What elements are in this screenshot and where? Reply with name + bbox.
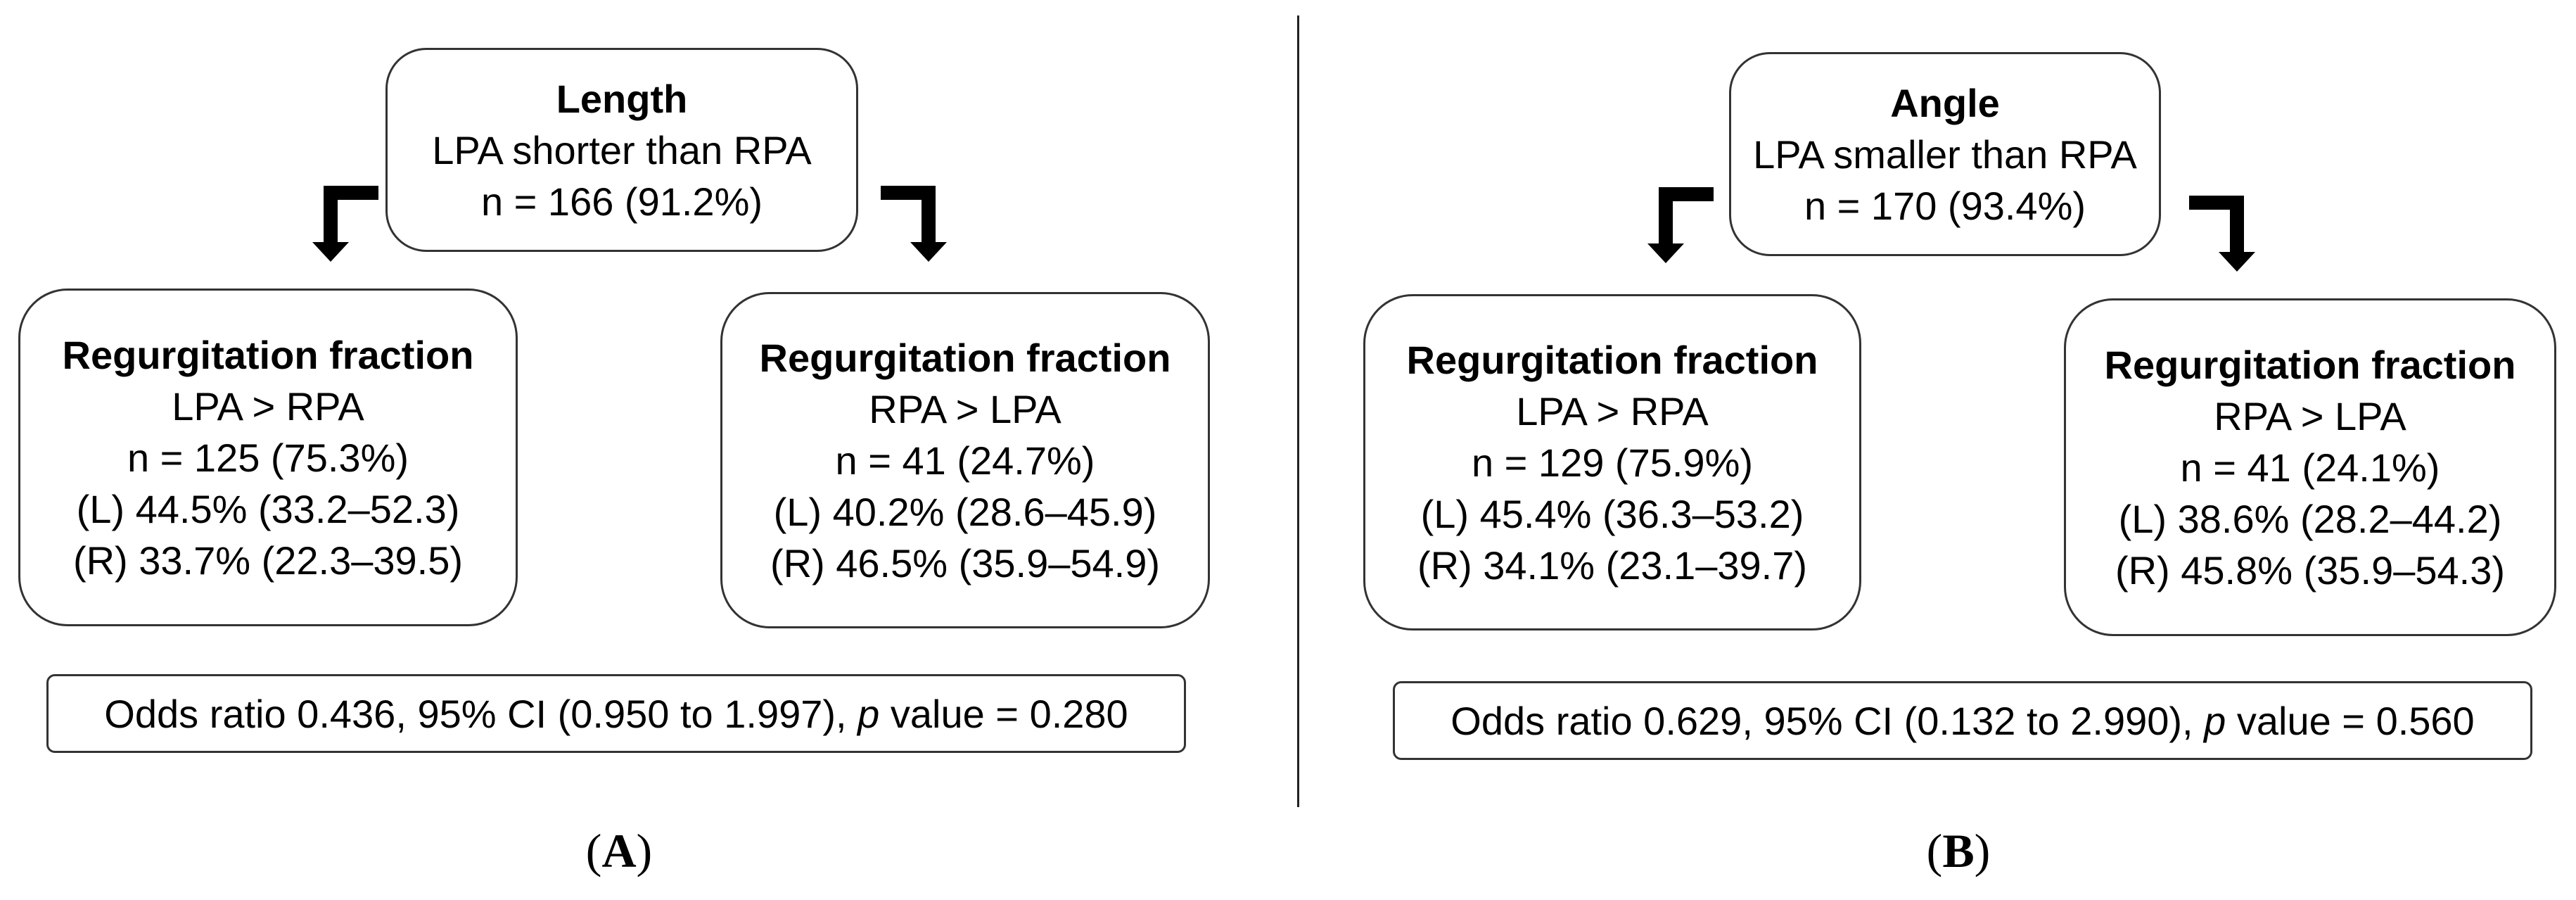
rpa-greater-rf-right-value: (R) 45.8% (35.9–54.3) [2115,547,2506,592]
panel-letter-a: A [601,824,637,877]
p-label: p [857,691,880,736]
lpa-greater-rf-condition: LPA > RPA [1516,388,1709,433]
rpa-greater-rf-left-value: (L) 38.6% (28.2–44.2) [2118,496,2502,541]
rpa-greater-rf-left-value: (L) 40.2% (28.6–45.9) [773,489,1157,534]
rpa-greater-rf-condition: RPA > LPA [2214,393,2406,438]
lpa-greater-rf-count: n = 129 (75.9%) [1471,440,1754,485]
odds-ratio-prefix: Odds ratio 0.629, 95% CI (0.132 to 2.990… [1450,698,2205,743]
lpa-greater-rf-condition: LPA > RPA [172,384,364,429]
rpa-greater-rf-heading: Regurgitation fraction [759,335,1171,380]
p-label: p [2204,698,2226,743]
panel-label-a: (A) [585,824,653,877]
lpa-greater-rf-right-value: (R) 34.1% (23.1–39.7) [1417,543,1808,588]
length-description: LPA shorter than RPA [432,127,812,172]
rpa-greater-rf-box: Regurgitation fraction RPA > LPA n = 41 … [720,292,1210,628]
left-branch-arrow-icon [1647,187,1714,263]
rpa-greater-rf-count: n = 41 (24.1%) [2180,445,2440,490]
angle-criterion-box: Angle LPA smaller than RPA n = 170 (93.4… [1729,52,2161,256]
lpa-greater-rf-box: Regurgitation fraction LPA > RPA n = 125… [18,289,518,626]
length-count: n = 166 (91.2%) [480,179,763,224]
odds-ratio-prefix: Odds ratio 0.436, 95% CI (0.950 to 1.997… [104,691,858,736]
panel-letter-b: B [1942,824,1975,877]
lpa-greater-rf-heading: Regurgitation fraction [1406,337,1818,382]
rpa-greater-rf-condition: RPA > LPA [869,386,1061,431]
length-criterion-box: Length LPA shorter than RPA n = 166 (91.… [385,48,858,252]
lpa-greater-rf-box: Regurgitation fraction LPA > RPA n = 129… [1363,294,1861,630]
odds-ratio-box: Odds ratio 0.436, 95% CI (0.950 to 1.997… [46,674,1186,753]
rpa-greater-rf-box: Regurgitation fraction RPA > LPA n = 41 … [2064,298,2556,636]
panel-divider [1297,15,1299,807]
angle-count: n = 170 (93.4%) [1804,183,2086,228]
panel-label-b: (B) [1926,824,1991,877]
angle-heading: Angle [1890,80,2000,125]
angle-description: LPA smaller than RPA [1753,132,2137,177]
lpa-greater-rf-right-value: (R) 33.7% (22.3–39.5) [72,538,464,583]
odds-ratio-box: Odds ratio 0.629, 95% CI (0.132 to 2.990… [1393,681,2532,760]
left-branch-arrow-icon [312,186,378,262]
odds-ratio-suffix: value = 0.560 [2226,698,2475,743]
rpa-greater-rf-count: n = 41 (24.7%) [835,438,1095,483]
rpa-greater-rf-right-value: (R) 46.5% (35.9–54.9) [770,540,1161,585]
lpa-greater-rf-count: n = 125 (75.3%) [127,435,409,480]
panel-a: Length LPA shorter than RPA n = 166 (91.… [18,48,1210,877]
lpa-greater-rf-left-value: (L) 45.4% (36.3–53.2) [1420,491,1804,536]
rpa-greater-rf-heading: Regurgitation fraction [2104,342,2516,387]
odds-ratio-suffix: value = 0.280 [879,691,1128,736]
lpa-greater-rf-left-value: (L) 44.5% (33.2–52.3) [76,486,460,531]
right-branch-arrow-icon [2189,196,2255,272]
length-heading: Length [556,76,688,121]
right-branch-arrow-icon [881,186,947,262]
lpa-greater-rf-heading: Regurgitation fraction [62,332,474,377]
